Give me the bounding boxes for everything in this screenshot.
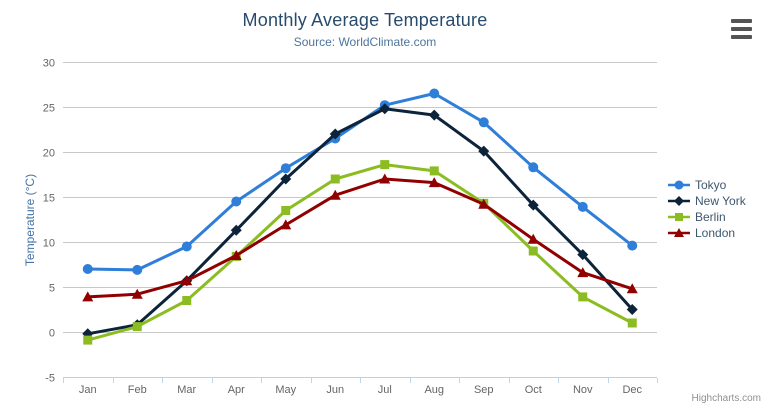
marker-london[interactable] [478, 198, 490, 209]
marker-tokyo[interactable] [577, 201, 588, 212]
marker-berlin[interactable] [281, 206, 291, 215]
y-axis-label: 10 [43, 238, 55, 250]
hamburger-menu-icon [731, 19, 752, 23]
marker-london[interactable] [82, 291, 94, 302]
marker-new-york[interactable] [428, 109, 440, 121]
y-axis-label: 20 [43, 148, 55, 160]
marker-new-york[interactable] [230, 224, 242, 236]
marker-berlin[interactable] [182, 296, 192, 305]
legend-label: Berlin [695, 210, 726, 224]
diamond-marker-icon [668, 196, 690, 206]
x-axis-label: Mar [177, 384, 196, 396]
x-axis-label: Jul [378, 384, 392, 396]
marker-berlin[interactable] [578, 292, 588, 302]
marker-tokyo[interactable] [280, 163, 291, 174]
marker-london[interactable] [527, 233, 539, 244]
marker-new-york[interactable] [626, 304, 638, 315]
series-line-new-york [86, 107, 634, 336]
marker-tokyo[interactable] [132, 264, 143, 275]
marker-tokyo[interactable] [181, 241, 192, 252]
legend-label: New York [695, 194, 746, 208]
y-axis-label: 25 [43, 103, 55, 115]
x-axis-label: May [275, 384, 296, 396]
x-axis-label: Sep [474, 384, 494, 396]
marker-tokyo[interactable] [429, 88, 440, 99]
marker-london[interactable] [626, 283, 638, 294]
x-axis-label: Dec [622, 384, 642, 396]
y-axis-label: 15 [43, 193, 55, 205]
hamburger-menu-icon [731, 35, 752, 39]
hamburger-menu-icon [731, 27, 752, 31]
marker-berlin[interactable] [528, 246, 538, 256]
chart-subtitle: Source: WorldClimate.com [293, 35, 437, 49]
x-axis-label: Jan [79, 384, 97, 396]
marker-new-york[interactable] [478, 145, 490, 157]
marker-tokyo[interactable] [627, 240, 638, 251]
legend-item-new-york[interactable]: New York [668, 194, 746, 208]
legend: Tokyo New York Berlin London [668, 178, 746, 240]
marker-berlin[interactable] [83, 335, 93, 345]
y-axis-label: 0 [49, 328, 55, 340]
marker-london[interactable] [280, 219, 292, 230]
y-axis-label: 5 [49, 283, 55, 295]
marker-tokyo[interactable] [231, 196, 242, 207]
marker-new-york[interactable] [329, 128, 341, 140]
marker-berlin[interactable] [132, 322, 142, 332]
marker-berlin[interactable] [330, 174, 340, 184]
x-axis-label: Apr [228, 384, 245, 396]
marker-tokyo[interactable] [528, 162, 539, 173]
y-axis-label: -5 [45, 373, 55, 385]
x-axis-label: Feb [128, 384, 147, 396]
marker-new-york[interactable] [280, 173, 292, 185]
x-axis-label: Oct [525, 384, 542, 396]
series-line-berlin [86, 163, 634, 342]
credits-link[interactable]: Highcharts.com [691, 393, 761, 404]
x-axis-label: Jun [326, 384, 344, 396]
marker-tokyo[interactable] [82, 264, 93, 274]
x-axis-label: Aug [424, 384, 444, 396]
legend-item-berlin[interactable]: Berlin [668, 210, 746, 224]
marker-london[interactable] [131, 288, 143, 299]
legend-item-london[interactable]: London [668, 226, 746, 240]
triangle-marker-icon [668, 228, 690, 237]
marker-london[interactable] [230, 250, 242, 260]
y-axis-label: 30 [43, 58, 55, 70]
marker-london[interactable] [577, 267, 589, 278]
marker-london[interactable] [329, 189, 341, 200]
export-context-menu-button[interactable] [729, 16, 755, 42]
legend-label: Tokyo [695, 178, 727, 192]
square-marker-icon [668, 213, 690, 221]
marker-berlin[interactable] [627, 318, 637, 328]
marker-new-york[interactable] [379, 103, 391, 115]
chart-title: Monthly Average Temperature [242, 10, 488, 30]
marker-london[interactable] [428, 177, 440, 188]
legend-label: London [695, 226, 736, 240]
marker-new-york[interactable] [577, 249, 589, 261]
marker-new-york[interactable] [527, 199, 539, 211]
marker-berlin[interactable] [429, 166, 439, 176]
series-line-london [86, 177, 634, 299]
marker-berlin[interactable] [380, 160, 390, 170]
legend-item-tokyo[interactable]: Tokyo [668, 178, 746, 192]
marker-london[interactable] [181, 275, 193, 286]
circle-marker-icon [668, 180, 690, 190]
x-axis-label: Nov [573, 384, 593, 396]
marker-tokyo[interactable] [478, 117, 489, 128]
marker-london[interactable] [379, 173, 391, 184]
